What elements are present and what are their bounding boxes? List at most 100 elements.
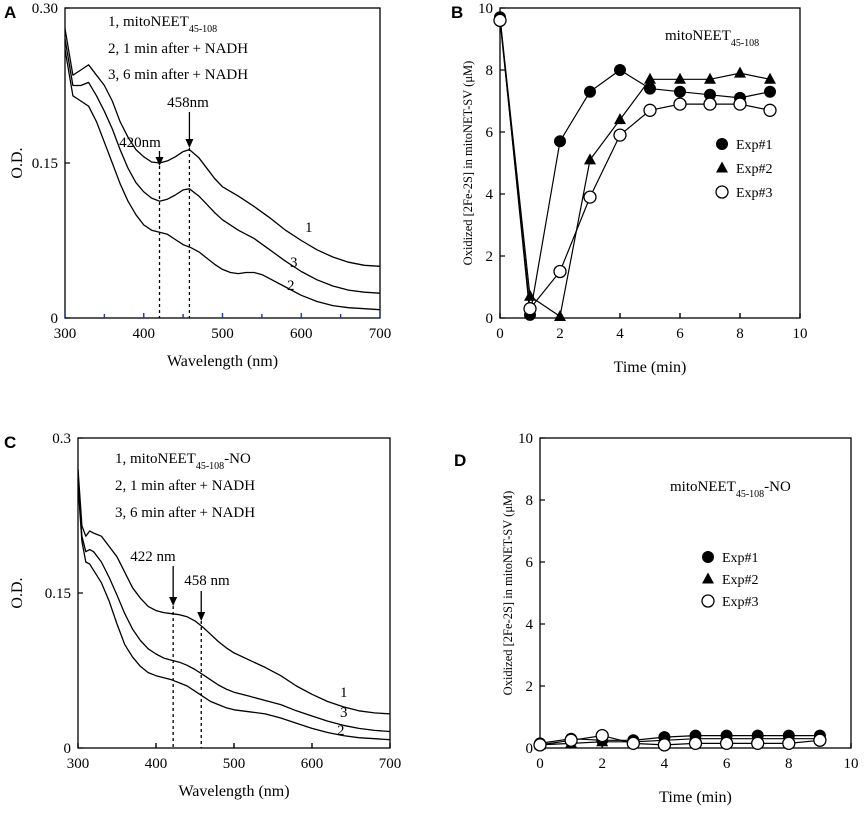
data-point-Exp#2 — [674, 72, 686, 84]
chart-title: mitoNEET45-108-NO — [670, 479, 791, 500]
y-axis-label: Oxidized [2Fe-2S] in mitoNET-SV (μM) — [501, 491, 515, 696]
x-axis-label: Time (min) — [614, 359, 687, 376]
y-tick-label: 6 — [526, 555, 534, 571]
y-tick-label: 0 — [486, 311, 494, 327]
spectrum-curve-1 — [77, 468, 391, 715]
x-tick-label: 8 — [785, 756, 793, 772]
x-tick-label: 500 — [211, 326, 234, 342]
series-line-Exp#1 — [499, 17, 771, 316]
data-point-Exp#3 — [688, 736, 703, 750]
legend-label: Exp#1 — [722, 551, 759, 566]
x-axis-label: Wavelength (nm) — [178, 783, 289, 800]
spectrum-curve-2 — [64, 49, 381, 311]
x-tick-label: 6 — [723, 756, 731, 772]
y-tick-label: 0.30 — [32, 1, 58, 17]
annotation-label: 458 nm — [184, 573, 230, 589]
legend-line: 2, 1 min after + NADH — [115, 478, 255, 494]
x-tick-label: 6 — [676, 326, 684, 342]
legend-line: 3, 6 min after + NADH — [115, 505, 255, 521]
data-point-Exp#2 — [614, 113, 626, 125]
data-point-Exp#3 — [595, 728, 609, 743]
legend-label: Exp#3 — [722, 595, 759, 610]
y-tick-label: 10 — [478, 1, 493, 17]
curve-number-label: 2 — [287, 278, 295, 294]
y-tick-label: 0.15 — [32, 156, 58, 172]
data-point-Exp#1 — [584, 85, 596, 98]
x-tick-label: 4 — [661, 756, 669, 772]
data-point-Exp#2 — [644, 72, 656, 84]
legend-line: 2, 1 min after + NADH — [108, 41, 248, 57]
data-point-Exp#3 — [673, 97, 687, 111]
data-point-Exp#1 — [644, 82, 656, 95]
legend-marker — [716, 161, 728, 173]
series-line-Exp#2 — [539, 738, 820, 746]
data-point-Exp#1 — [764, 85, 776, 98]
x-axis-label: Time (min) — [659, 789, 732, 806]
legend-line: 1, mitoNEET45-108-NO — [115, 451, 251, 472]
data-point-Exp#3 — [564, 733, 578, 747]
panel-label: C — [4, 433, 16, 452]
data-point-Exp#2 — [704, 72, 716, 84]
x-tick-label: 600 — [301, 756, 324, 772]
x-tick-label: 2 — [598, 756, 606, 772]
data-point-Exp#3 — [626, 736, 640, 750]
x-tick-label: 700 — [369, 326, 392, 342]
spectrum-curve-3 — [64, 38, 381, 294]
annotation-label: 422 nm — [130, 549, 176, 565]
x-tick-label: 400 — [145, 756, 168, 772]
data-point-Exp#3 — [657, 738, 672, 752]
series-line-Exp#1 — [539, 734, 820, 744]
x-axis-label: Wavelength (nm) — [167, 353, 278, 370]
data-point-Exp#2 — [584, 153, 596, 165]
data-point-Exp#3 — [751, 736, 765, 750]
panel-label: A — [4, 3, 16, 22]
x-tick-label: 10 — [793, 326, 808, 342]
legend-label: Exp#2 — [722, 573, 759, 588]
series-line-Exp#2 — [499, 17, 771, 318]
y-axis-label: Oxidized [2Fe-2S] in mitoNET-SV (μM) — [461, 61, 475, 266]
data-point-Exp#3 — [703, 97, 717, 111]
data-point-Exp#1 — [674, 85, 686, 98]
x-tick-label: 300 — [54, 326, 77, 342]
y-tick-label: 6 — [486, 125, 494, 141]
x-tick-label: 700 — [379, 756, 402, 772]
x-tick-label: 8 — [736, 326, 744, 342]
y-tick-label: 10 — [518, 431, 533, 447]
series-line-Exp#3 — [499, 20, 771, 311]
y-tick-label: 0.15 — [45, 586, 71, 602]
x-tick-label: 0 — [496, 326, 504, 342]
data-point-Exp#3 — [719, 736, 734, 750]
curve-number-label: 3 — [340, 705, 348, 721]
panel-c: C 300 400 500 600 700 0 0.15 0.3 422 nm 458 nm 1, m… — [4, 431, 401, 800]
data-point-Exp#2 — [764, 72, 776, 84]
x-tick-label: 400 — [133, 326, 156, 342]
y-axis-label: O.D. — [9, 577, 26, 608]
y-tick-label: 2 — [486, 249, 494, 265]
legend-label: Exp#1 — [736, 138, 773, 153]
legend-marker — [702, 551, 714, 563]
y-tick-label: 0 — [526, 741, 534, 757]
x-tick-label: 300 — [67, 756, 90, 772]
data-point-Exp#3 — [493, 13, 507, 28]
spectrum-curve-1 — [64, 28, 381, 267]
data-point-Exp#3 — [613, 128, 627, 142]
legend-marker — [716, 138, 728, 150]
panel-a: A 300 400 500 600 700 0 0.15 0.30 420nm 458nm 1, mi… — [4, 1, 391, 370]
data-point-Exp#3 — [643, 103, 657, 117]
annotation-arrow-head — [185, 139, 194, 148]
legend-line: 3, 6 min after + NADH — [108, 67, 248, 83]
annotation-label: 458nm — [167, 95, 209, 111]
data-point-Exp#3 — [763, 103, 777, 117]
legend-marker — [715, 185, 729, 199]
data-point-Exp#3 — [533, 738, 547, 752]
y-axis-label: O.D. — [9, 147, 26, 178]
series-line-Exp#3 — [539, 734, 820, 746]
panel-label: B — [451, 3, 463, 22]
data-point-Exp#1 — [614, 64, 626, 76]
panel-d: D 0 2 4 6 8 10 0 2 4 6 8 10 mitoNEET45-108-NO Exp#1 Exp… — [454, 431, 859, 806]
y-tick-label: 0 — [64, 741, 72, 757]
legend-marker — [701, 594, 715, 608]
curve-number-label: 1 — [340, 685, 348, 701]
data-point-Exp#2 — [734, 66, 746, 78]
